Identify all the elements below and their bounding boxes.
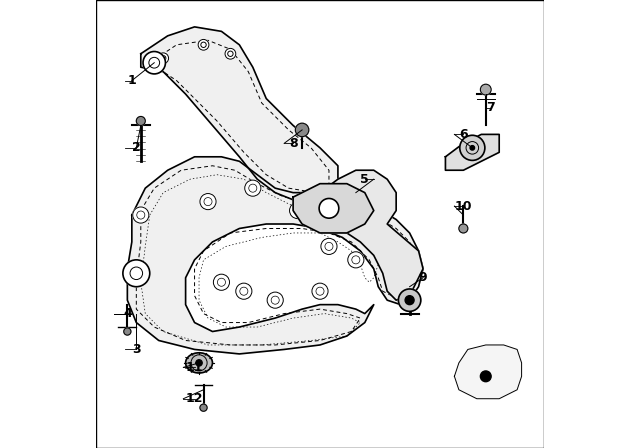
- Polygon shape: [454, 345, 522, 399]
- Polygon shape: [141, 27, 338, 202]
- Circle shape: [200, 194, 216, 210]
- Circle shape: [321, 238, 337, 254]
- Polygon shape: [445, 134, 499, 170]
- Text: 6: 6: [459, 128, 468, 141]
- Circle shape: [244, 180, 261, 196]
- Circle shape: [296, 123, 309, 137]
- Circle shape: [136, 116, 145, 125]
- Polygon shape: [127, 157, 423, 354]
- Circle shape: [198, 39, 209, 50]
- Circle shape: [124, 328, 131, 335]
- Circle shape: [158, 53, 168, 64]
- Circle shape: [481, 84, 491, 95]
- Circle shape: [459, 224, 468, 233]
- Text: 5: 5: [360, 172, 369, 186]
- Circle shape: [481, 371, 491, 382]
- Text: 12: 12: [186, 392, 204, 405]
- Circle shape: [319, 198, 339, 218]
- Text: 11: 11: [186, 361, 204, 374]
- Circle shape: [267, 292, 284, 308]
- Circle shape: [289, 202, 306, 219]
- Ellipse shape: [186, 353, 212, 373]
- Circle shape: [225, 48, 236, 59]
- Text: 3: 3: [132, 343, 141, 356]
- Circle shape: [143, 52, 165, 74]
- Text: 4: 4: [123, 307, 132, 320]
- Circle shape: [132, 207, 149, 223]
- Circle shape: [236, 283, 252, 299]
- Circle shape: [405, 296, 414, 305]
- Circle shape: [398, 289, 421, 311]
- Polygon shape: [320, 170, 423, 300]
- Circle shape: [312, 283, 328, 299]
- Circle shape: [123, 260, 150, 287]
- Circle shape: [213, 274, 230, 290]
- Text: 2: 2: [132, 141, 141, 155]
- Text: 1: 1: [127, 74, 136, 87]
- Text: 10: 10: [454, 199, 472, 213]
- Circle shape: [460, 135, 485, 160]
- Circle shape: [470, 146, 475, 150]
- Polygon shape: [293, 184, 374, 233]
- Circle shape: [196, 360, 202, 366]
- Circle shape: [200, 404, 207, 411]
- Text: 7: 7: [486, 101, 495, 114]
- Circle shape: [348, 252, 364, 268]
- Text: 9: 9: [419, 271, 428, 284]
- Text: 8: 8: [289, 137, 298, 150]
